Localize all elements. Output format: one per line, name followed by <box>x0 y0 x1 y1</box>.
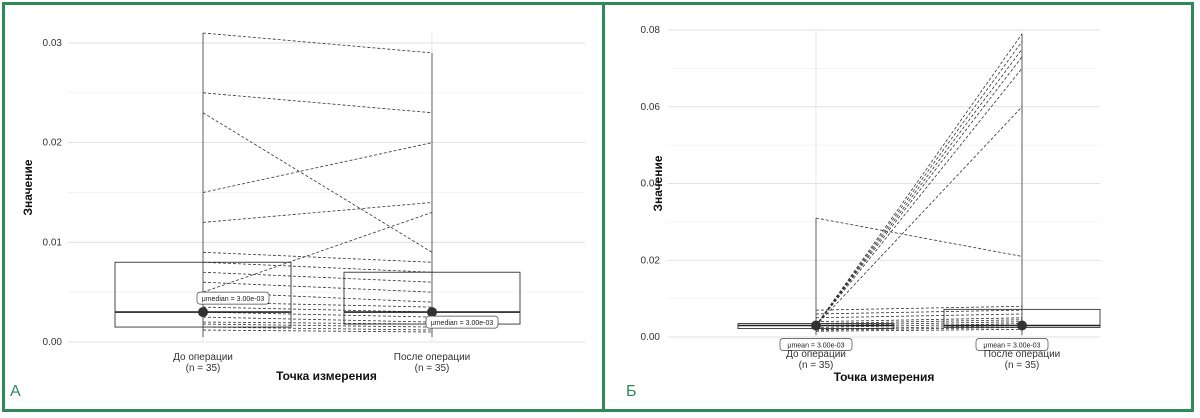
y-tick-label: 0.01 <box>43 237 63 248</box>
paired-line <box>202 261 433 273</box>
paired-line <box>202 311 433 318</box>
x-tick-label: После операции (n = 35) <box>394 352 470 374</box>
y-tick-label: 0.08 <box>641 25 661 36</box>
x-axis-title: Точка измерения <box>834 370 935 384</box>
paired-line <box>202 92 433 114</box>
median-point <box>198 307 208 318</box>
median-annotation: μmedian = 3.00e-03 <box>202 296 265 303</box>
paired-line <box>815 305 1023 311</box>
paired-line <box>202 316 433 323</box>
y-tick-label: 0.03 <box>43 38 63 49</box>
paired-line <box>815 41 1023 326</box>
annotation-box <box>779 338 853 351</box>
paired-line <box>202 281 433 293</box>
x-axis-title: Точка измерения <box>276 369 377 383</box>
paired-line <box>815 33 1023 326</box>
paired-line <box>202 301 433 308</box>
paired-line <box>202 112 433 253</box>
paired-line <box>815 313 1023 319</box>
y-axis-title: Значение <box>21 159 35 215</box>
paired-line <box>815 106 1023 326</box>
median-point <box>811 320 821 331</box>
paired-line <box>202 142 433 193</box>
annotation-box <box>196 291 270 305</box>
paired-line <box>202 202 433 223</box>
median-annotation: μmedian = 3.00e-03 <box>431 320 494 327</box>
paired-line <box>202 32 433 54</box>
paired-line <box>202 271 433 283</box>
y-tick-label: 0.00 <box>43 337 63 348</box>
median-point <box>427 307 437 318</box>
paired-line <box>815 317 1023 323</box>
x-tick-label: После операции (n = 35) <box>984 349 1060 371</box>
paired-line <box>202 251 433 263</box>
paired-line <box>815 217 1023 257</box>
paired-line <box>202 326 433 331</box>
median-point <box>1017 320 1027 331</box>
panel-divider <box>602 2 605 412</box>
annotation-box <box>425 315 499 329</box>
paired-line <box>815 328 1023 332</box>
paired-line <box>202 323 433 328</box>
paired-line <box>202 212 433 293</box>
paired-line <box>202 329 433 333</box>
paired-line <box>815 321 1023 326</box>
paired-line <box>202 306 433 313</box>
paired-line <box>815 323 1023 328</box>
box-plot <box>114 261 292 328</box>
y-axis-title: Значение <box>651 155 665 211</box>
paired-line <box>815 319 1023 324</box>
median-annotation: μmean = 3.00e-03 <box>983 342 1040 349</box>
paired-line <box>815 48 1023 326</box>
median-annotation: μmean = 3.00e-03 <box>787 342 844 349</box>
x-tick-label: До операции (n = 35) <box>786 349 846 371</box>
paired-line <box>202 291 433 303</box>
y-tick-label: 0.06 <box>641 102 661 113</box>
y-tick-label: 0.02 <box>43 138 63 149</box>
paired-line <box>815 56 1023 326</box>
annotation-box <box>975 338 1049 351</box>
panel-letter: А <box>10 383 21 400</box>
x-tick-label: До операции (n = 35) <box>173 352 233 374</box>
y-tick-label: 0.00 <box>641 332 661 343</box>
y-tick-label: 0.02 <box>641 255 661 266</box>
y-tick-label: 0.04 <box>641 179 661 190</box>
paired-line <box>815 309 1023 315</box>
panel-letter: Б <box>626 383 637 400</box>
